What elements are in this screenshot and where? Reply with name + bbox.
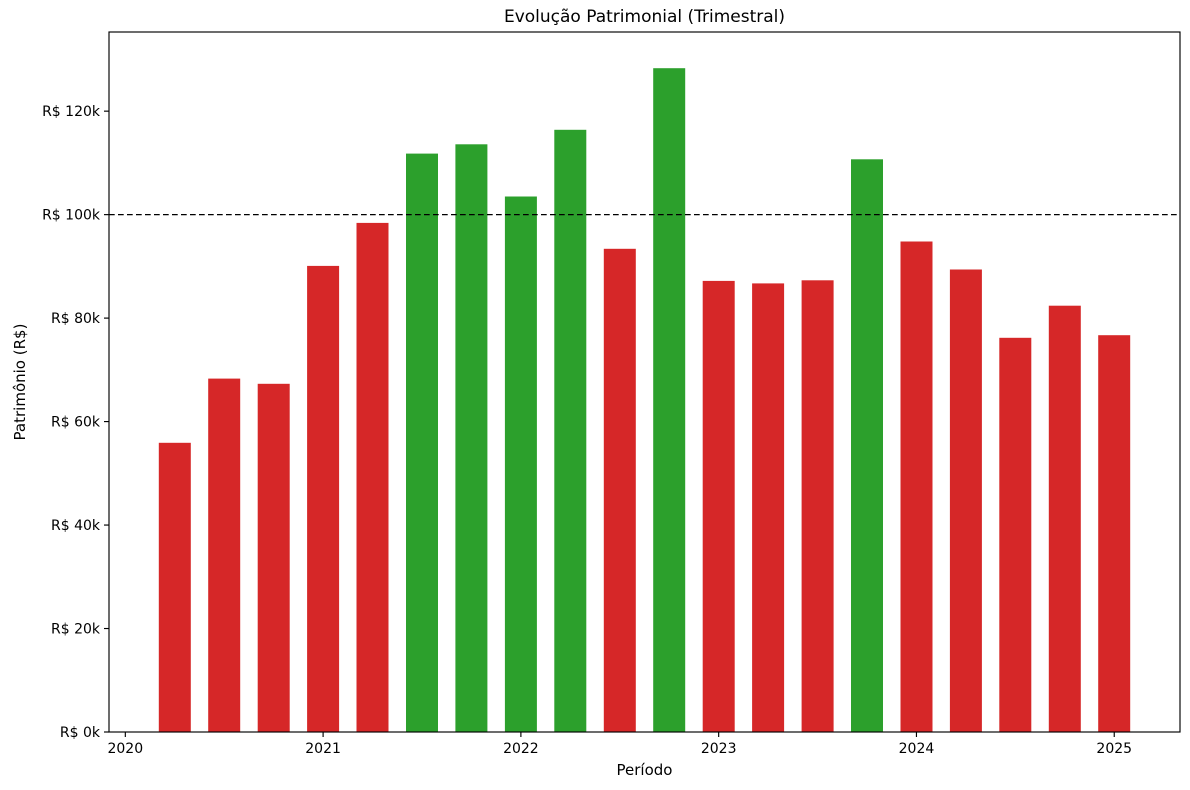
bar-2024Q3 bbox=[999, 337, 1032, 732]
x-tick-label-2020: 2020 bbox=[107, 741, 143, 757]
bar-2020Q4 bbox=[257, 383, 290, 732]
bar-2024Q1 bbox=[900, 241, 933, 732]
bar-2023Q4 bbox=[851, 159, 883, 733]
x-tick-label-2025: 2025 bbox=[1096, 741, 1132, 757]
bar-2024Q4 bbox=[1048, 305, 1081, 732]
x-tick-label-2021: 2021 bbox=[305, 741, 341, 757]
y-tick-label-100k: R$ 100k bbox=[42, 208, 101, 224]
bar-2024Q2 bbox=[949, 269, 982, 732]
bar-2022Q3 bbox=[603, 248, 636, 733]
chart-title: Evolução Patrimonial (Trimestral) bbox=[503, 7, 786, 27]
bar-2022Q4 bbox=[653, 68, 686, 732]
bar-2020Q2 bbox=[158, 442, 191, 732]
y-axis-label: Patrimônio (R$) bbox=[11, 323, 29, 441]
bar-2020Q3 bbox=[208, 378, 241, 732]
x-tick-label-2022: 2022 bbox=[503, 741, 539, 757]
x-tick-label-2023: 2023 bbox=[701, 741, 737, 757]
bar-2022Q2 bbox=[554, 129, 587, 733]
y-tick-label-80k: R$ 80k bbox=[51, 311, 101, 327]
bar-2023Q1 bbox=[702, 280, 735, 732]
y-tick-label-20k: R$ 20k bbox=[51, 622, 101, 638]
x-axis-label: Período bbox=[616, 761, 673, 779]
bar-2021Q1 bbox=[307, 265, 340, 732]
bar-2025Q1 bbox=[1098, 335, 1131, 732]
y-tick-label-40k: R$ 40k bbox=[51, 518, 101, 534]
bar-2023Q2 bbox=[752, 283, 785, 732]
bar-2021Q3 bbox=[406, 153, 438, 733]
y-tick-label-120k: R$ 120k bbox=[42, 104, 101, 120]
bar-2021Q2 bbox=[356, 222, 389, 732]
x-tick-label-2024: 2024 bbox=[899, 741, 935, 757]
y-tick-label-0k: R$ 0k bbox=[60, 725, 101, 741]
bar-2022Q1 bbox=[504, 196, 537, 732]
bar-2023Q3 bbox=[801, 280, 834, 732]
bar-2021Q4 bbox=[455, 144, 488, 733]
y-tick-label-60k: R$ 60k bbox=[51, 415, 101, 431]
plot-border bbox=[108, 31, 1181, 733]
